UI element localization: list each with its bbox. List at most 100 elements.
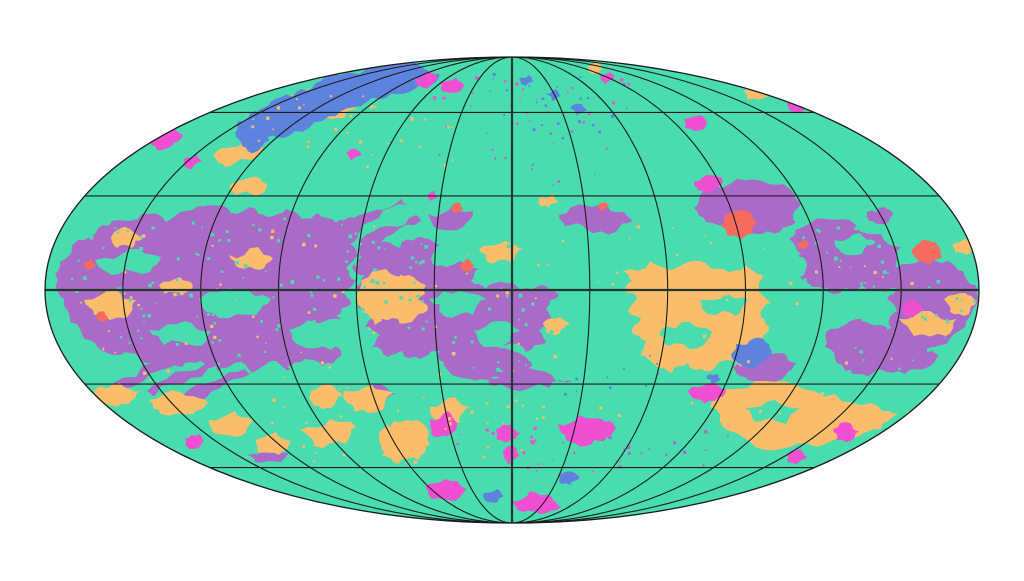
speckle-lakes: [492, 72, 496, 77]
map-region-labyrinth: [833, 422, 859, 442]
speckle-plains: [482, 258, 486, 262]
speckle-hummocky: [400, 275, 403, 278]
speckle-plains: [933, 366, 937, 370]
speckle-plains: [815, 228, 819, 232]
speckle-plains: [421, 300, 424, 303]
speckle-hummocky: [419, 145, 422, 148]
speckle-hummocky: [535, 297, 537, 300]
graticule-layer: [44, 56, 980, 524]
speckle-plains: [518, 360, 520, 362]
speckle-plains: [362, 353, 366, 357]
speckle-hummocky: [659, 329, 662, 332]
speckle-plains: [191, 221, 195, 225]
speckle-plains: [196, 315, 199, 318]
speckle-labyrinth: [507, 460, 511, 464]
speckle-hummocky: [422, 396, 425, 399]
map-region-labyrinth: [425, 479, 466, 501]
speckle-plains: [905, 246, 909, 251]
speckle-hummocky: [520, 449, 523, 452]
speckle-plains: [195, 252, 198, 255]
speckle-plains: [931, 246, 934, 249]
map-region-hummocky: [379, 420, 430, 464]
speckle-labyrinth: [528, 120, 531, 122]
speckle-hummocky: [302, 242, 306, 247]
speckle-plains: [955, 297, 959, 300]
map-region-hummocky: [230, 176, 267, 196]
speckle-plains: [898, 367, 901, 371]
speckle-plains: [911, 254, 915, 258]
speckle-lakes: [626, 107, 628, 110]
speckle-hummocky: [251, 125, 255, 129]
speckle-plains: [517, 318, 520, 321]
speckle-hummocky: [599, 406, 603, 410]
speckle-hummocky: [466, 272, 468, 275]
speckle-plains: [371, 240, 375, 244]
speckle-plains: [366, 349, 370, 353]
speckle-hummocky: [424, 118, 427, 121]
speckle-lakes: [503, 113, 506, 116]
speckle-hummocky: [486, 446, 490, 449]
speckle-plains: [276, 239, 280, 243]
speckle-plains: [423, 235, 427, 239]
speckle-hummocky: [219, 283, 222, 286]
speckle-hummocky: [821, 392, 824, 396]
speckle-labyrinth: [491, 432, 495, 436]
speckle-plains: [452, 340, 456, 344]
speckle-plains: [211, 341, 214, 344]
speckle-plains: [63, 337, 65, 340]
map-region-dunes: [789, 218, 903, 295]
speckle-plains: [213, 321, 217, 325]
speckle-lakes: [556, 86, 558, 88]
map-region-plains: [289, 318, 361, 350]
speckle-hummocky: [184, 342, 188, 345]
speckle-plains: [472, 366, 475, 369]
speckle-plains: [880, 306, 883, 309]
speckle-labyrinth: [522, 451, 526, 455]
speckle-hummocky: [271, 421, 274, 425]
speckle-hummocky: [515, 399, 518, 402]
speckle-plains: [360, 338, 362, 340]
speckle-plains: [207, 308, 210, 312]
speckle-hummocky: [459, 420, 461, 423]
speckle-labyrinth: [541, 463, 544, 465]
speckle-plains: [83, 276, 87, 280]
speckle-hummocky: [419, 308, 421, 310]
speckle-plains: [415, 261, 418, 264]
speckle-hummocky: [890, 357, 893, 360]
speckle-plains: [128, 342, 131, 344]
speckle-plains: [151, 226, 155, 230]
speckle-hummocky: [142, 234, 146, 238]
speckle-dunes: [627, 452, 631, 455]
speckle-hummocky: [300, 351, 303, 354]
speckle-hummocky: [451, 126, 453, 128]
speckle-hummocky: [537, 263, 540, 267]
speckle-plains: [872, 285, 875, 288]
speckle-plains: [796, 362, 799, 365]
map-region-hummocky: [343, 385, 393, 414]
speckle-plains: [211, 313, 214, 316]
speckle-plains: [935, 314, 938, 317]
speckle-plains: [847, 370, 852, 374]
speckle-plains: [310, 294, 314, 297]
speckle-hummocky: [597, 281, 599, 283]
map-region-plains: [429, 291, 486, 318]
speckle-labyrinth: [612, 101, 615, 105]
map-region-labyrinth: [902, 300, 924, 318]
speckle-hummocky: [396, 454, 400, 458]
speckle-plains: [207, 312, 210, 316]
speckle-hummocky: [505, 291, 509, 295]
map-region-hummocky: [899, 311, 956, 337]
map-region-lakes: [482, 489, 504, 503]
speckle-plains: [836, 226, 840, 230]
speckle-plains: [418, 261, 422, 265]
map-region-dunes: [113, 345, 203, 389]
speckle-hummocky: [844, 361, 848, 365]
speckle-lakes: [622, 367, 625, 370]
speckle-plains: [445, 257, 448, 260]
speckle-hummocky: [920, 414, 923, 417]
speckle-hummocky: [382, 452, 386, 456]
speckle-hummocky: [448, 422, 452, 426]
speckle-plains: [399, 296, 403, 300]
speckle-labyrinth: [592, 470, 594, 473]
speckle-plains: [450, 237, 453, 239]
